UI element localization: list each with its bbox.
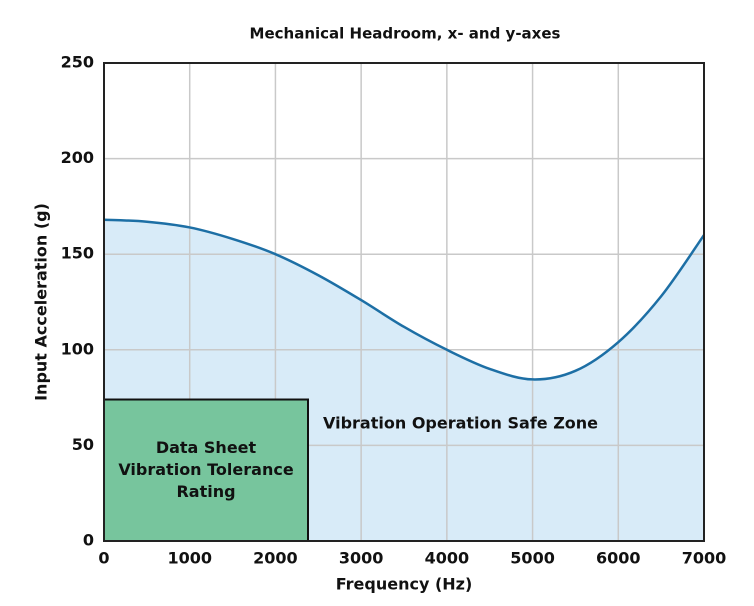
line [103,218,706,381]
x-tick-label: 0 [98,549,109,568]
x-tick-label: 5000 [510,549,555,568]
x-tick-label: 1000 [167,549,212,568]
y-tick-label: 0 [83,531,94,550]
y-tick-label: 150 [61,244,94,263]
y-tick-label: 100 [61,339,94,358]
x-tick-label: 2000 [253,549,298,568]
x-tick-label: 6000 [596,549,641,568]
chart-title: Mechanical Headroom, x- and y-axes [250,25,561,43]
box-label: Vibration Tolerance [118,460,293,479]
x-tick-label: 7000 [682,549,727,568]
plot-frame [103,62,705,542]
y-tick-label: 50 [72,435,94,454]
x-tick-label: 4000 [425,549,470,568]
y-tick-label: 250 [61,53,94,72]
x-axis-label: Frequency (Hz) [336,575,473,594]
y-axis-label: Input Acceleration (g) [32,203,51,401]
rating-box [103,398,309,542]
annotation: Vibration Operation Safe Zone [323,414,598,433]
box-label: Rating [176,482,235,501]
box-label: Data Sheet [156,438,257,457]
y-tick-label: 200 [61,148,94,167]
x-tick-label: 3000 [339,549,384,568]
